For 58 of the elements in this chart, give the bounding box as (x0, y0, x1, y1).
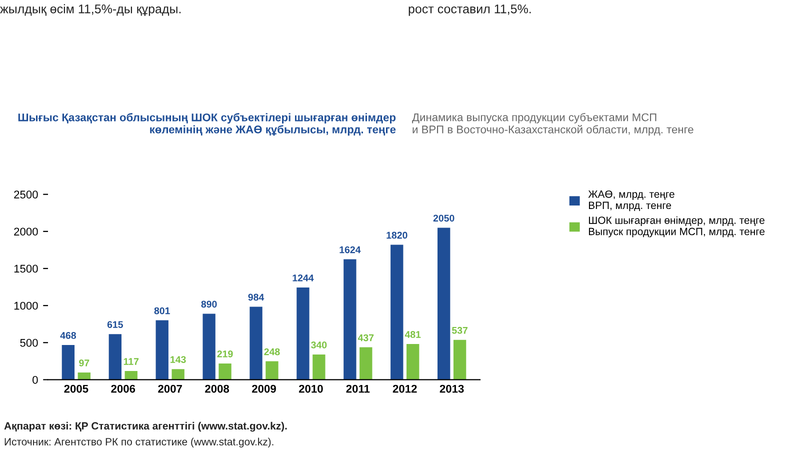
bar (312, 354, 326, 380)
y-tick-label: 500 (20, 338, 38, 347)
bar (438, 228, 450, 380)
data-label: 2050 (433, 214, 454, 222)
x-tick-label: 2010 (298, 384, 323, 393)
x-tick-label: 2011 (346, 384, 370, 393)
bar (218, 363, 232, 380)
data-label: 537 (452, 326, 468, 334)
data-label: 340 (311, 342, 327, 348)
data-label: 1820 (386, 232, 408, 239)
text: Ақпарат көзі: ҚР Статистика агенттігі (www.stat.gov.kz). (4, 422, 287, 432)
data-label: 615 (107, 321, 123, 328)
legend-label: ШОК шығарған өнімдер, млрд. теңге Выпуск продукции МСП, млрд. тенге (588, 216, 765, 238)
bar (266, 361, 278, 380)
data-label: 468 (60, 332, 76, 339)
bar (156, 320, 168, 380)
y-tick-label: 2500 (14, 190, 38, 198)
y-tick-label: 1500 (14, 264, 38, 273)
bar (108, 334, 122, 380)
bar (296, 287, 310, 380)
data-label: 801 (154, 307, 170, 314)
bar (202, 314, 216, 380)
y-tick-label: 2000 (14, 228, 38, 236)
bar (250, 306, 262, 380)
chart-title: Шығыс Қазақстан облысының ШОК субъектілері шығарған өнімдер көлемінің және ЖАӨ құбылысы, млрд. теңге (18, 113, 396, 136)
x-tick-label: 2009 (252, 384, 276, 393)
text: рост составил 11,5%. (408, 4, 531, 16)
data-label: 97 (79, 360, 90, 366)
y-tick-label: 0 (32, 376, 38, 384)
data-label: 1624 (340, 246, 361, 254)
bar (172, 369, 184, 380)
text: Источник: Агентство РК по статистике (www.stat.gov.kz). (4, 438, 274, 448)
text: жылдық өсім 11,5%-ды құрады. (0, 4, 181, 16)
data-label: 437 (358, 334, 374, 342)
x-tick-label: 2012 (392, 384, 417, 393)
data-label: 117 (124, 358, 139, 365)
x-tick-label: 2006 (111, 384, 136, 393)
text: Динамика выпуска продукции субъектами МСП и ВРП в Восточно-Казахстанской области, млрд. тенге (412, 112, 694, 136)
bar (406, 344, 420, 380)
legend-label: ЖАӨ, млрд. теңге ВРП, млрд. тенге (588, 190, 674, 212)
y-tick-label: 1000 (14, 302, 38, 310)
data-label: 890 (201, 300, 217, 308)
data-label: 1244 (292, 274, 314, 282)
data-label: 984 (248, 294, 264, 301)
bar (453, 340, 466, 380)
bar (390, 244, 404, 380)
bar (344, 259, 356, 380)
x-tick-label: 2005 (64, 384, 88, 393)
x-tick-label: 2007 (158, 384, 182, 393)
bar (124, 371, 138, 380)
bar (360, 347, 372, 380)
data-label: 248 (264, 348, 280, 356)
x-tick-label: 2008 (205, 384, 230, 393)
data-label: 143 (170, 356, 186, 364)
x-tick-label: 2013 (440, 384, 464, 393)
data-label: 481 (404, 331, 421, 338)
bar (62, 344, 75, 380)
data-label: 219 (217, 350, 233, 358)
